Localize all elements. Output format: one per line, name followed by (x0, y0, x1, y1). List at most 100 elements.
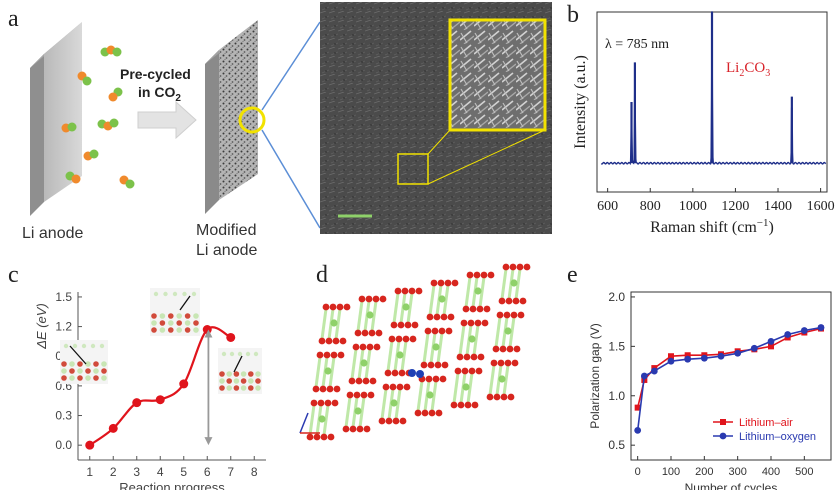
spectrum-line (600, 11, 827, 166)
lithium-atom (366, 311, 374, 319)
oxygen-atom (392, 417, 400, 425)
arrow-label-sub: 2 (175, 92, 181, 104)
lattice-bond (334, 308, 342, 340)
lithium-atom (498, 375, 506, 383)
crystal-structure-illustration (299, 263, 531, 441)
oxygen-atom (322, 303, 330, 311)
oxygen-atom (471, 401, 479, 409)
lithium-atom (474, 287, 482, 295)
lattice-bond (508, 316, 516, 348)
raman-chart: 600 800 1000 1200 1400 1600 Raman shift (cm−1)… (572, 11, 835, 236)
lithium-atom (504, 327, 512, 335)
oxygen-atom (318, 337, 326, 345)
structure-inset-transition-atom (168, 327, 174, 333)
structure-inset-transition-atom (153, 291, 159, 297)
oxygen-atom (367, 391, 375, 399)
li-anode-label: Li anode (22, 225, 84, 242)
series-2-marker (750, 344, 758, 352)
structure-inset-final-atom (229, 351, 235, 357)
oxygen-atom (504, 359, 512, 367)
oxygen-atom (473, 271, 481, 279)
oxygen-atom (470, 353, 478, 361)
oxygen-atom (439, 375, 447, 383)
panel-label-d: d (316, 262, 328, 288)
structure-inset-final-atom (240, 378, 247, 384)
oxygen-atom (316, 351, 324, 359)
lattice-bond (464, 276, 472, 308)
structure-inset-final-atom (248, 378, 254, 384)
y-tick-label: 0.0 (55, 438, 72, 452)
oxygen-atom (507, 393, 515, 401)
oxygen-atom (354, 329, 362, 337)
oxygen-atom (369, 377, 377, 385)
oxygen-atom (372, 295, 380, 303)
x-axis-label-sup: −1 (757, 217, 769, 229)
x-tick-label: 100 (662, 466, 680, 478)
crystal-lattice (299, 263, 531, 441)
oxygen-atom (329, 303, 337, 311)
oxygen-atom (490, 359, 498, 367)
structure-inset-initial-atom (77, 361, 83, 367)
lattice-bond (392, 292, 400, 324)
oxygen-atom (401, 287, 409, 295)
panel-a-illustration (30, 20, 321, 229)
legend-marker-1 (720, 419, 726, 425)
x-axis-label-end: ) (769, 219, 774, 236)
structure-inset-transition-atom (176, 327, 182, 333)
sem-image (320, 2, 552, 234)
structure-inset-initial-atom (99, 343, 105, 349)
oxygen-atom (396, 383, 404, 391)
x-tick-label: 1000 (679, 199, 707, 214)
panel-label-e: e (567, 262, 578, 288)
series-2-marker (640, 372, 648, 380)
structure-inset-initial-atom (93, 375, 99, 381)
oxygen-atom (493, 393, 501, 401)
oxygen-atom (435, 409, 443, 417)
x-tick-label: 5 (180, 465, 187, 479)
oxygen-atom (464, 401, 472, 409)
lithium-atom (396, 351, 404, 359)
x-tick-label: 200 (695, 466, 713, 478)
structure-inset-initial-pointer (69, 345, 87, 365)
peak-label-sub1: 2 (739, 68, 744, 79)
lattice-bond (488, 364, 496, 396)
oxygen-atom (398, 369, 406, 377)
lattice-bond (436, 332, 444, 364)
structure-inset-transition-atom (151, 313, 157, 319)
lithium-atom (432, 343, 440, 351)
panel-label-b: b (567, 2, 579, 28)
oxygen-atom (483, 305, 491, 313)
structure-inset-transition-atom (193, 320, 199, 326)
energy-point-1 (85, 440, 95, 450)
oxygen-atom (320, 433, 328, 441)
x-tick-label: 500 (795, 466, 813, 478)
oxygen-atom (399, 417, 407, 425)
structure-inset-final-atom (226, 378, 232, 384)
oxygen-atom (395, 335, 403, 343)
structure-inset-initial-atom (101, 368, 107, 374)
oxygen-atom (497, 359, 505, 367)
x-axis-label: Reaction progress (119, 480, 225, 490)
y-tick-label: 0.3 (55, 409, 72, 423)
oxygen-atom (408, 287, 416, 295)
structure-inset-transition-atom (191, 291, 197, 297)
series-2-marker (784, 331, 792, 338)
lithium-atom (510, 279, 518, 287)
oxygen-atom (445, 327, 453, 335)
oxygen-atom (428, 409, 436, 417)
structure-inset-initial-atom (69, 361, 75, 367)
structure-inset-final-atom (240, 371, 247, 377)
x-tick-label: 7 (227, 465, 234, 479)
oxygen-atom (476, 305, 484, 313)
structure-inset-transition-atom (159, 313, 166, 319)
arrow-label-co: in CO (138, 84, 176, 100)
co2-particles (61, 45, 135, 189)
oxygen-atom (385, 417, 393, 425)
oxygen-atom (440, 313, 448, 321)
oxygen-atom (409, 335, 417, 343)
lattice-bond (430, 380, 438, 412)
arrow-label-line1: Pre-cycled (120, 66, 191, 82)
structure-inset-transition-atom (159, 327, 166, 333)
lattice-bond (416, 380, 424, 412)
oxygen-atom (388, 335, 396, 343)
